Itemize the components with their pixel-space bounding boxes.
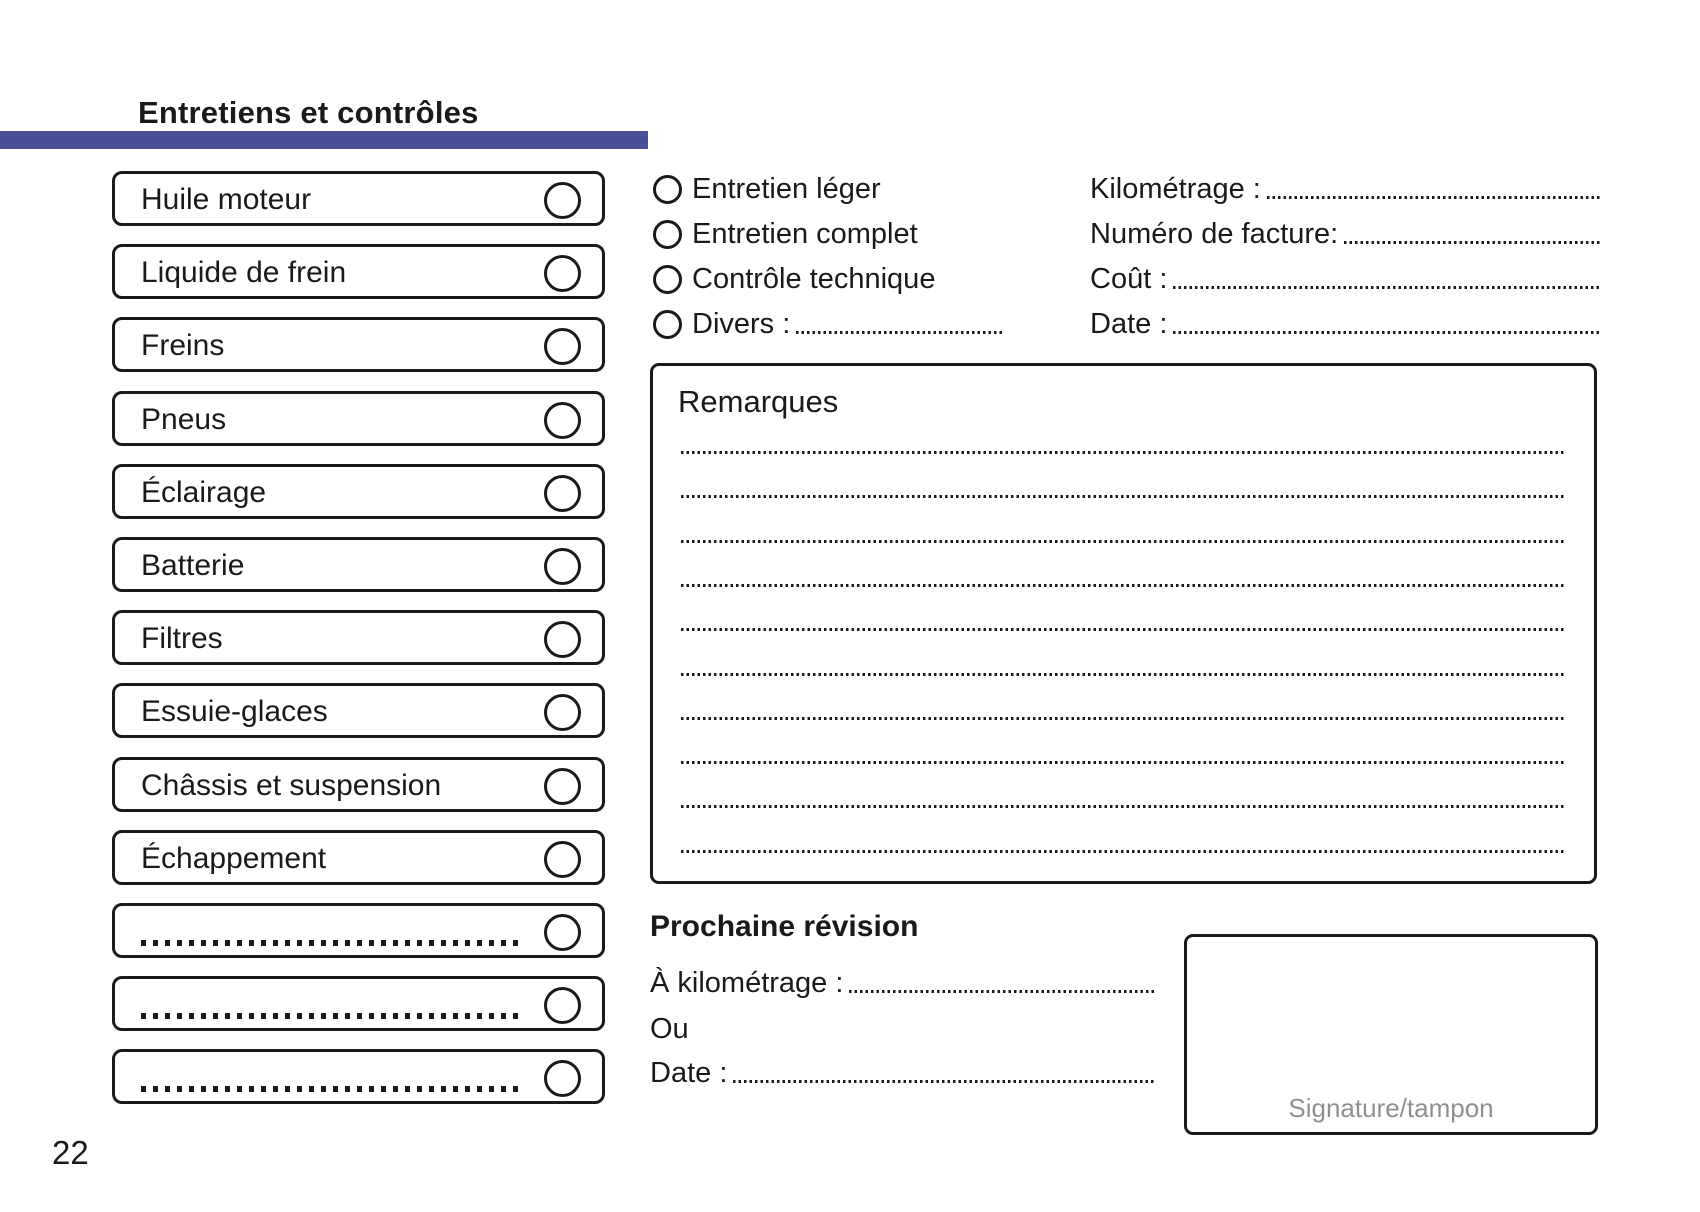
checklist-row: Huile moteur: [112, 171, 605, 226]
check-circle[interactable]: [544, 1060, 581, 1098]
checklist-item-label: Huile moteur: [141, 183, 312, 216]
checklist-item-label: Éclairage: [141, 475, 267, 509]
checklist-item-label: Échappement: [141, 841, 327, 875]
check-circle[interactable]: [544, 474, 581, 512]
remarks-blank-line[interactable]: [681, 628, 1565, 632]
service-type-option: Divers :: [653, 307, 1005, 341]
checklist-row: Éclairage: [112, 463, 605, 519]
invoice-field-row: Coût :: [1090, 262, 1600, 296]
next-service-row: À kilométrage :: [650, 966, 1155, 1000]
checklist-blank-line[interactable]: [141, 1013, 519, 1020]
radio-circle[interactable]: [653, 174, 682, 204]
checklist-row: Pneus: [112, 390, 605, 446]
check-circle[interactable]: [544, 621, 581, 659]
checklist-item-label: Châssis et suspension: [141, 768, 442, 802]
check-circle[interactable]: [544, 840, 581, 878]
check-circle[interactable]: [544, 694, 581, 732]
checklist-item-label: Freins: [141, 329, 225, 363]
checklist-item-label: Pneus: [141, 402, 227, 436]
checklist-row: Batterie: [112, 537, 605, 592]
checklist-row: [112, 903, 605, 958]
remarks-blank-line[interactable]: [681, 583, 1565, 587]
remarks-blank-line[interactable]: [681, 716, 1565, 720]
signature-box[interactable]: Signature/tampon: [1184, 934, 1598, 1135]
remarks-box: Remarques: [650, 363, 1597, 884]
remarks-blank-line[interactable]: [681, 849, 1565, 853]
invoice-field-row: Kilométrage :: [1090, 172, 1600, 206]
next-service-label: Date :: [650, 1056, 728, 1089]
remarks-blank-line[interactable]: [681, 495, 1565, 499]
checklist-row: [112, 1049, 605, 1105]
checklist-row: Essuie-glaces: [112, 683, 605, 739]
check-circle[interactable]: [544, 401, 581, 439]
service-type-option: Contrôle technique: [653, 262, 983, 296]
check-circle[interactable]: [544, 548, 581, 585]
invoice-dotted-line[interactable]: [1173, 286, 1600, 289]
invoice-field-label: Numéro de facture:: [1090, 217, 1339, 250]
remarks-title: Remarques: [678, 384, 839, 419]
check-circle[interactable]: [544, 328, 581, 366]
checklist-item-label: Essuie-glaces: [141, 695, 328, 729]
checklist-item-label: Liquide de frein: [141, 256, 347, 290]
checklist-blank-line[interactable]: [141, 1086, 519, 1093]
next-service-row: Ou: [650, 1012, 1155, 1046]
next-service-label: À kilométrage :: [650, 966, 844, 999]
checklist-blank-line[interactable]: [141, 940, 519, 946]
invoice-field-row: Date :: [1090, 307, 1600, 341]
check-circle[interactable]: [544, 914, 581, 951]
check-circle[interactable]: [544, 767, 581, 805]
next-service-row: Date :: [650, 1056, 1155, 1090]
title-accent-bar: [0, 131, 648, 149]
remarks-blank-line[interactable]: [681, 672, 1565, 676]
invoice-field-label: Kilométrage :: [1090, 172, 1261, 205]
invoice-dotted-line[interactable]: [1266, 196, 1600, 199]
checklist-row: Châssis et suspension: [112, 756, 605, 812]
divers-dotted-line[interactable]: [796, 331, 1005, 334]
page-title: Entretiens et contrôles: [138, 95, 479, 130]
next-service-dotted-line[interactable]: [733, 1080, 1155, 1083]
checklist-item-label: Batterie: [141, 549, 245, 582]
radio-circle[interactable]: [653, 219, 682, 249]
invoice-field-label: Date :: [1090, 307, 1168, 340]
next-service-dotted-line[interactable]: [849, 990, 1155, 993]
next-service-title: Prochaine révision: [650, 910, 919, 943]
service-type-label: Divers :: [692, 307, 791, 340]
signature-label: Signature/tampon: [1288, 1093, 1494, 1123]
remarks-blank-line[interactable]: [681, 761, 1565, 765]
remarks-blank-line[interactable]: [681, 451, 1565, 454]
invoice-dotted-line[interactable]: [1344, 241, 1600, 244]
service-type-label: Entretien complet: [692, 217, 918, 250]
check-circle[interactable]: [544, 987, 581, 1025]
invoice-dotted-line[interactable]: [1173, 331, 1600, 334]
service-type-label: Contrôle technique: [692, 262, 936, 295]
service-type-option: Entretien complet: [653, 217, 983, 251]
radio-circle[interactable]: [653, 309, 682, 339]
checklist-row: Échappement: [112, 829, 605, 885]
service-type-option: Entretien léger: [653, 172, 983, 206]
page-number: 22: [52, 1134, 89, 1171]
checklist-row: Filtres: [112, 610, 605, 666]
checklist-row: Liquide de frein: [112, 244, 605, 300]
invoice-field-label: Coût :: [1090, 262, 1168, 295]
check-circle[interactable]: [544, 255, 581, 293]
checklist-item-label: Filtres: [141, 622, 223, 656]
next-service-label: Ou: [650, 1012, 689, 1045]
service-type-label: Entretien léger: [692, 172, 881, 205]
remarks-blank-line[interactable]: [681, 539, 1565, 543]
radio-circle[interactable]: [653, 264, 682, 294]
checklist-row: [112, 976, 605, 1032]
check-circle[interactable]: [544, 182, 581, 219]
invoice-field-row: Numéro de facture:: [1090, 217, 1600, 251]
checklist-row: Freins: [112, 317, 605, 373]
remarks-blank-line[interactable]: [681, 805, 1565, 809]
